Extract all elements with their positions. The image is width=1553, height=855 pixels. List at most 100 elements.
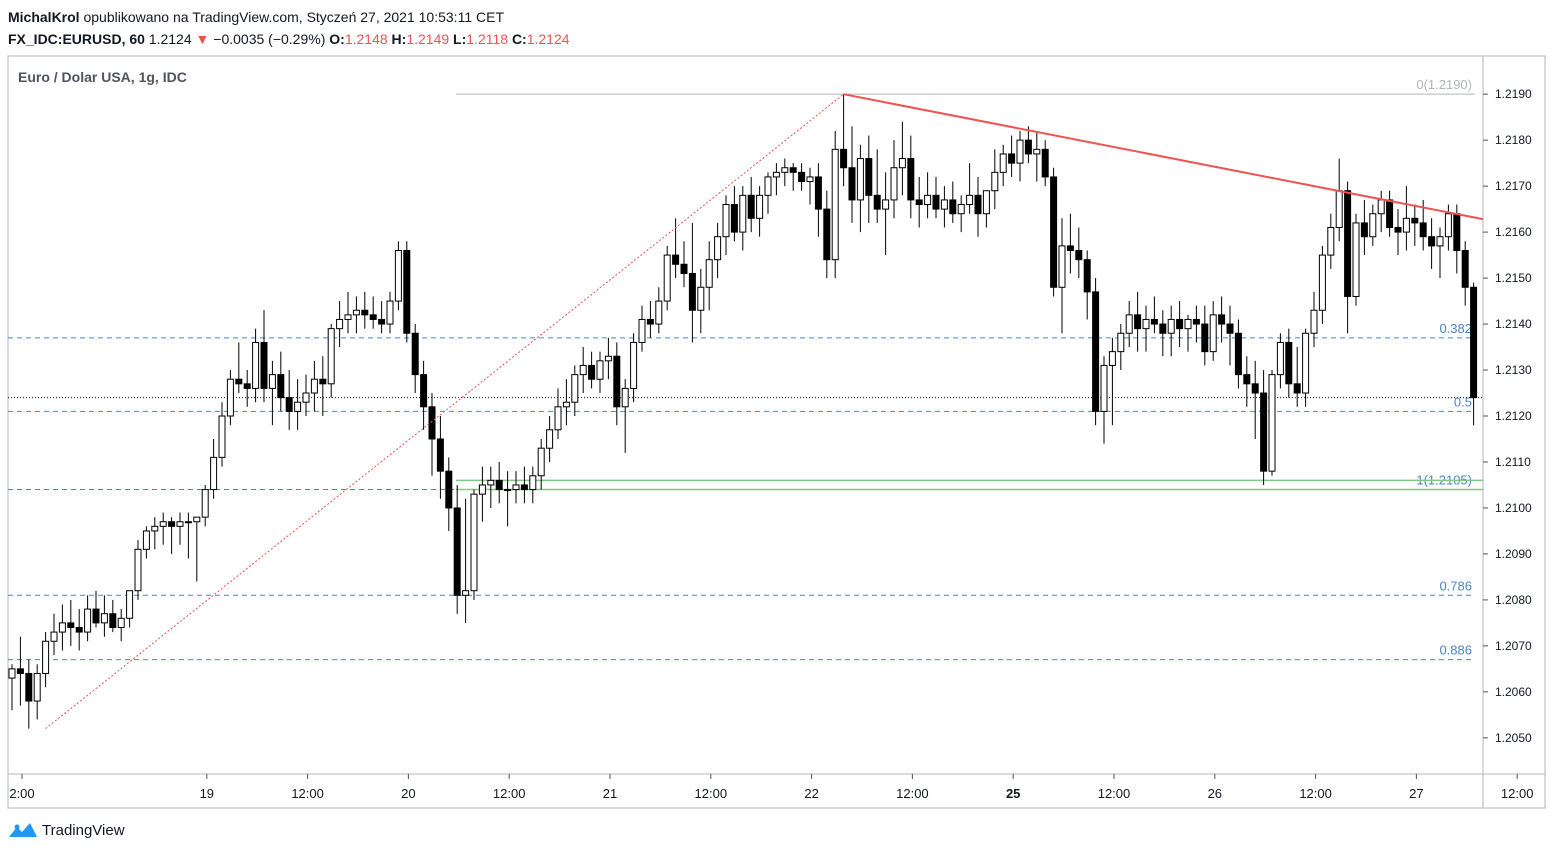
candle-body [1377,199,1385,215]
candle-body [571,374,579,403]
candle-body [1159,323,1167,334]
fib-label: 0(1.2190) [1416,77,1472,92]
candle-body [831,148,839,261]
candle-body [1050,176,1058,288]
candle-body [705,259,713,288]
candle-body [1402,217,1410,233]
candle-body [1411,217,1419,224]
candle-body [1293,383,1301,394]
candle-body [1302,332,1310,394]
candle-body [75,626,83,633]
candle-body [1201,323,1209,353]
candle-body [1150,318,1158,325]
low-label: L: [453,31,467,47]
candle-body [420,374,428,408]
candle-body [756,194,764,219]
candle-body [840,148,848,169]
resistance-trendline[interactable] [843,93,1484,221]
chart-header: MichalKrol opublikowano na TradingView.c… [8,6,570,50]
candle-body [957,204,965,215]
candle-body [646,318,654,325]
candle-body [1344,190,1352,297]
time-tick-label: 12:00 [493,786,526,801]
time-axis[interactable]: 2:00 19 12:00 20 12:00 21 12:00 22 12:00 25 12:00 2… [9,774,1533,801]
candle-body [1008,153,1016,164]
price-tick-label: 1.2130 [1495,363,1532,377]
time-tick-label: 12:00 [1098,786,1131,801]
candle-body [1260,392,1268,472]
candle-body [201,489,209,518]
candle-body [504,489,512,492]
candle-body [1444,213,1452,238]
price-tick-label: 1.2150 [1495,271,1532,285]
candles [8,94,1478,729]
price-tick-label: 1.2120 [1495,409,1532,423]
symbol-label: FX_IDC:EURUSD, 60 [8,31,145,47]
price-tick-label: 1.2050 [1495,731,1532,745]
candle-body [1234,332,1242,376]
candle-body [126,590,134,619]
candle-body [1310,309,1318,334]
high-value: 1.2149 [406,31,450,47]
candle-body [58,622,66,633]
price-chart[interactable]: Euro / Dolar USA, 1g, IDC 0(1.2190) 0.382… [0,0,1553,815]
fib-label: 0.382 [1439,321,1472,336]
candle-body [1016,139,1024,164]
candle-body [1176,318,1184,330]
candle-body [495,479,503,491]
candle-body [403,249,411,334]
candle-body [168,521,176,527]
time-tick-label: 20 [401,786,415,801]
candle-body [663,254,671,302]
fib-label: 0.786 [1439,578,1472,593]
time-tick-label: 19 [200,786,214,801]
candle-body [302,392,310,403]
tradingview-brand[interactable]: TradingView [42,821,125,839]
low-value: 1.2118 [466,31,509,47]
author-name[interactable]: MichalKrol [8,9,80,25]
candle-body [151,525,159,532]
candle-body [1470,286,1478,399]
price-change: −0.0035 (−0.29%) [213,31,326,47]
candle-body [546,429,554,449]
candle-body [1360,222,1368,238]
trendline[interactable] [45,93,1484,730]
candle-body [655,300,663,325]
candle-body [411,332,419,376]
candle-body [218,415,226,458]
candle-body [235,378,243,385]
candle-body [823,208,831,261]
candle-body [1075,249,1083,261]
candle-body [613,355,621,408]
candle-body [856,158,864,201]
candle-body [453,507,461,596]
candle-body [176,521,184,527]
candle-body [193,516,201,523]
candle-body [907,158,915,201]
candle-body [336,318,344,330]
candle-body [1218,314,1226,325]
candle-body [747,194,755,219]
candle-body [1226,323,1234,334]
time-tick-label: 12:00 [896,786,929,801]
candle-body [1318,254,1326,311]
fib-anchor-line[interactable] [45,93,844,730]
candle-body [184,521,192,524]
time-tick-label: 2:00 [9,786,34,801]
candle-body [1024,139,1032,155]
candle-body [1335,190,1343,229]
candle-body [1058,245,1066,288]
candle-body [109,613,117,628]
candle-body [436,438,444,472]
candle-body [1125,314,1133,334]
price-tick-label: 1.2140 [1495,317,1532,331]
candle-body [252,341,260,389]
time-tick-label: 12:00 [695,786,728,801]
candle-body [1461,249,1469,288]
price-tick-label: 1.2080 [1495,593,1532,607]
candle-body [1134,314,1142,330]
candle-body [50,631,58,642]
price-axis[interactable]: 1.2050 1.2060 1.2070 1.2080 1.2090 1.2100 1.21… [1483,87,1532,745]
price-tick-label: 1.2110 [1495,455,1531,469]
price-tick-label: 1.2180 [1495,133,1532,147]
